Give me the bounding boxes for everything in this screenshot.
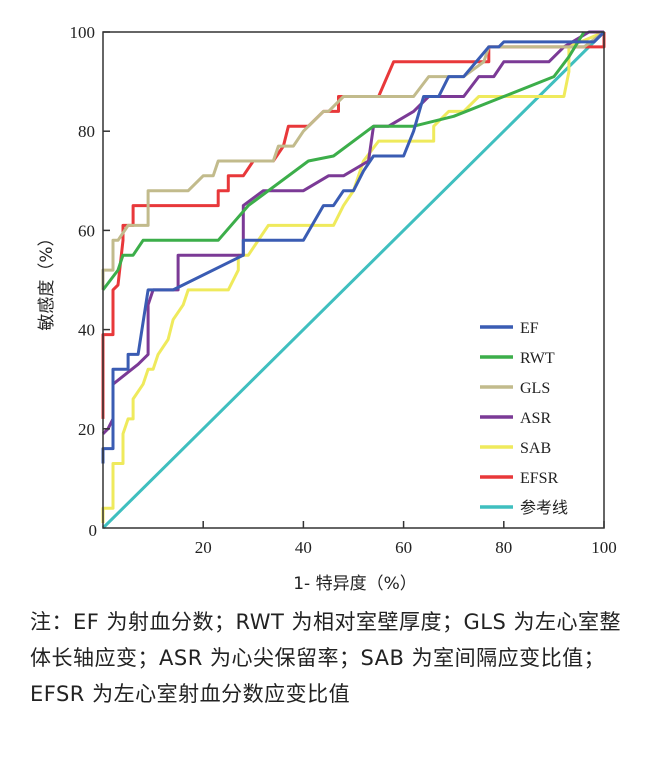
y-tick-label: 100 [70, 23, 96, 42]
x-tick-label: 40 [295, 538, 312, 557]
legend-label: 参考线 [520, 499, 568, 517]
x-tick-label: 80 [495, 538, 512, 557]
origin-label: 0 [89, 521, 98, 540]
series-line-1 [101, 30, 606, 464]
x-tick-label: 100 [591, 538, 617, 557]
legend-label: SAB [520, 440, 551, 457]
y-axis-title: 敏感度（%） [37, 229, 57, 330]
series-line-4 [101, 30, 604, 435]
y-tick-label: 80 [78, 122, 95, 141]
y-tick-label: 40 [78, 321, 95, 340]
legend: EF RWT GLS ASR SAB EFSR 参考线 [480, 320, 568, 517]
series-line-3 [101, 30, 605, 290]
figure-note: 注：EF 为射血分数；RWT 为相对室壁厚度；GLS 为左心室整体长轴应变；AS… [30, 610, 622, 706]
series-line-5 [101, 30, 605, 523]
y-tick-label: 60 [78, 221, 95, 240]
legend-label: EFSR [520, 470, 559, 487]
y-tick-label: 20 [78, 420, 95, 439]
x-tick-label: 20 [195, 538, 212, 557]
ticks-layer: 20 40 60 80 100 20 40 60 80 100 0 [70, 23, 617, 557]
series-layer [101, 30, 606, 530]
x-tick-label: 60 [395, 538, 412, 557]
series-line-7 [101, 30, 606, 530]
legend-label: GLS [520, 380, 550, 397]
plot-frame [102, 31, 605, 529]
legend-label: EF [520, 320, 539, 337]
roc-chart: 20 40 60 80 100 20 40 60 80 100 0 1- 特异度（%） 敏感度（%）… [37, 23, 617, 594]
x-axis-title: 1- 特异度（%） [293, 574, 417, 594]
legend-label: RWT [520, 350, 555, 367]
series-line-2 [101, 31, 586, 291]
legend-label: ASR [520, 410, 551, 427]
